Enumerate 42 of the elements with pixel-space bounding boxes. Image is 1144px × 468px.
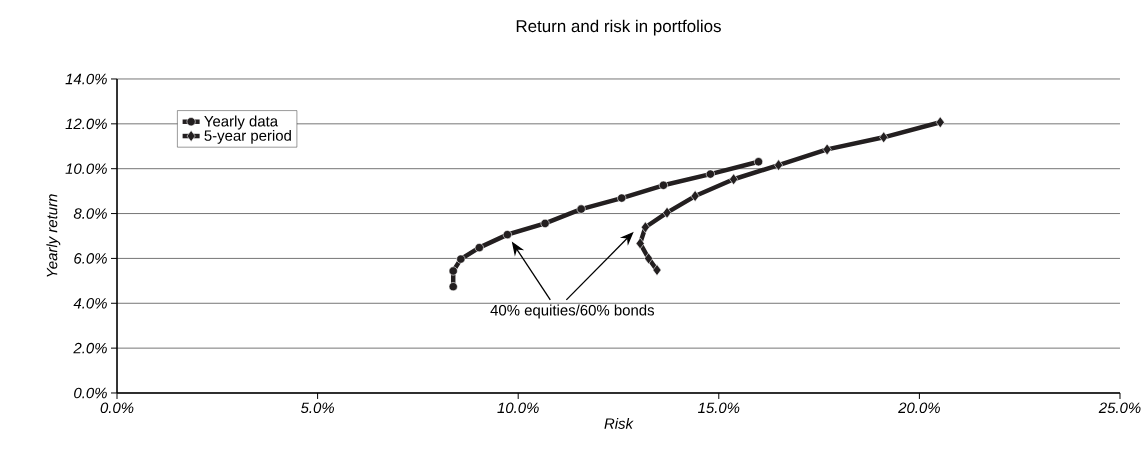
point — [822, 143, 832, 156]
point — [879, 131, 889, 144]
point — [644, 252, 654, 265]
point — [935, 116, 945, 129]
point — [617, 193, 627, 203]
point — [448, 266, 458, 276]
point — [658, 180, 668, 190]
point — [662, 206, 672, 219]
point — [690, 190, 700, 202]
annotation: 40% equities/60% bonds — [490, 304, 655, 319]
point — [448, 282, 458, 292]
y-tick-label: 14.0% — [65, 73, 107, 85]
y-tick-label: 10.0% — [65, 163, 107, 174]
legend-label: 5-year period — [204, 129, 291, 144]
point — [705, 169, 715, 179]
point — [635, 237, 645, 250]
point — [754, 157, 764, 167]
x-axis-title: Risk — [604, 417, 634, 429]
point — [729, 173, 739, 186]
y-tick-label: 8.0% — [73, 208, 107, 219]
point — [640, 221, 650, 234]
y-tick-label: 0.0% — [74, 387, 107, 399]
x-tick-label: 10.0% — [497, 402, 539, 414]
point — [540, 218, 550, 228]
chart-title: Return and risk in portfolios — [516, 19, 721, 36]
point — [652, 264, 662, 276]
y-tick-label: 12.0% — [65, 118, 107, 130]
y-tick-label: 6.0% — [74, 253, 107, 264]
x-tick-label: 20.0% — [898, 402, 940, 414]
legend-label: Yearly data — [204, 115, 279, 130]
point — [474, 243, 484, 253]
y-tick-label: 2.0% — [73, 342, 107, 354]
y-axis-title: Yearly return — [46, 194, 61, 277]
point — [774, 159, 783, 171]
point — [456, 254, 466, 264]
x-tick-label: 15.0% — [698, 402, 740, 414]
y-tick-label: 4.0% — [73, 297, 107, 309]
x-tick-label: 0.0% — [100, 402, 134, 414]
point — [576, 204, 586, 214]
x-tick-label: 5.0% — [300, 402, 334, 414]
x-tick-label: 25.0% — [1098, 402, 1141, 414]
point — [502, 230, 512, 240]
